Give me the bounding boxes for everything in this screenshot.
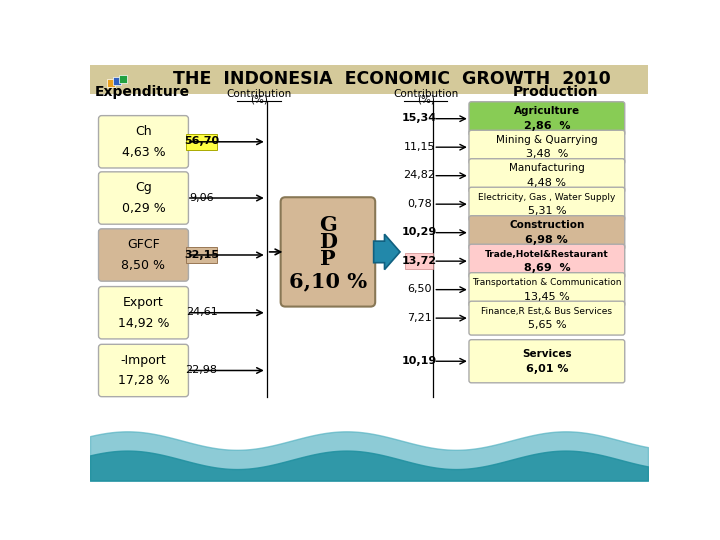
Text: 24,82: 24,82 — [403, 170, 436, 180]
FancyBboxPatch shape — [469, 340, 625, 383]
Text: Electricity, Gas , Water Supply: Electricity, Gas , Water Supply — [478, 193, 616, 202]
Text: 6,98 %: 6,98 % — [526, 235, 568, 245]
FancyBboxPatch shape — [469, 102, 625, 136]
Text: 9,06: 9,06 — [189, 193, 214, 202]
Text: 2,86  %: 2,86 % — [523, 121, 570, 131]
Text: 11,15: 11,15 — [404, 142, 435, 152]
FancyBboxPatch shape — [469, 301, 625, 335]
FancyBboxPatch shape — [99, 229, 189, 281]
FancyBboxPatch shape — [186, 134, 217, 150]
Text: 6,10 %: 6,10 % — [289, 271, 367, 291]
FancyBboxPatch shape — [107, 79, 114, 87]
Text: 24,61: 24,61 — [186, 307, 217, 318]
FancyBboxPatch shape — [99, 172, 189, 224]
Text: 7,21: 7,21 — [407, 313, 432, 323]
Text: Production: Production — [512, 85, 598, 99]
Text: 6,50: 6,50 — [407, 284, 431, 294]
Text: 10,29: 10,29 — [402, 227, 437, 237]
Text: Ch: Ch — [135, 125, 152, 138]
Text: 5,65 %: 5,65 % — [528, 320, 566, 330]
Text: (%): (%) — [250, 95, 268, 105]
Text: D: D — [319, 232, 337, 252]
FancyBboxPatch shape — [469, 130, 625, 164]
Text: 17,28 %: 17,28 % — [117, 374, 169, 387]
FancyBboxPatch shape — [469, 244, 625, 278]
Text: P: P — [320, 249, 336, 269]
FancyBboxPatch shape — [120, 75, 127, 83]
Text: 8,69  %: 8,69 % — [523, 264, 570, 273]
Text: 13,72: 13,72 — [402, 256, 437, 266]
Text: 0,29 %: 0,29 % — [122, 202, 166, 215]
FancyBboxPatch shape — [90, 65, 648, 94]
FancyBboxPatch shape — [469, 187, 625, 221]
FancyBboxPatch shape — [469, 215, 625, 249]
Text: Services: Services — [522, 349, 572, 359]
Text: 13,45 %: 13,45 % — [524, 292, 570, 302]
Text: 3,48  %: 3,48 % — [526, 150, 568, 159]
Text: Construction: Construction — [509, 220, 585, 231]
Text: 6,01 %: 6,01 % — [526, 363, 568, 374]
Text: 10,19: 10,19 — [402, 356, 437, 366]
FancyBboxPatch shape — [405, 253, 433, 269]
Text: Mining & Quarrying: Mining & Quarrying — [496, 135, 598, 145]
Text: Contribution: Contribution — [226, 90, 292, 99]
Text: -Import: -Import — [121, 354, 166, 367]
Text: 4,63 %: 4,63 % — [122, 146, 166, 159]
FancyBboxPatch shape — [99, 345, 189, 397]
Text: Agriculture: Agriculture — [514, 106, 580, 117]
FancyBboxPatch shape — [113, 77, 121, 85]
Text: GFCF: GFCF — [127, 238, 160, 251]
Text: 8,50 %: 8,50 % — [122, 259, 166, 272]
Text: Manufacturing: Manufacturing — [509, 164, 585, 173]
FancyBboxPatch shape — [186, 247, 217, 262]
FancyBboxPatch shape — [469, 273, 625, 307]
Text: (%): (%) — [417, 95, 434, 105]
FancyArrow shape — [374, 234, 400, 269]
Text: Export: Export — [123, 296, 164, 309]
Text: THE  INDONESIA  ECONOMIC  GROWTH  2010: THE INDONESIA ECONOMIC GROWTH 2010 — [174, 70, 611, 89]
Text: 5,31 %: 5,31 % — [528, 206, 566, 217]
Text: 14,92 %: 14,92 % — [118, 316, 169, 329]
Text: 0,78: 0,78 — [407, 199, 432, 209]
Text: 4,48 %: 4,48 % — [527, 178, 567, 188]
FancyBboxPatch shape — [99, 287, 189, 339]
Text: G: G — [319, 215, 337, 235]
Text: 56,70: 56,70 — [184, 137, 219, 146]
Text: Expenditure: Expenditure — [95, 85, 190, 99]
FancyBboxPatch shape — [469, 159, 625, 193]
Text: Transportation & Communication: Transportation & Communication — [472, 278, 621, 287]
Text: 32,15: 32,15 — [184, 249, 219, 260]
Text: 15,34: 15,34 — [402, 113, 437, 123]
Text: Cg: Cg — [135, 181, 152, 194]
FancyBboxPatch shape — [99, 116, 189, 168]
Text: Contribution: Contribution — [393, 90, 458, 99]
Text: 22,98: 22,98 — [186, 365, 217, 375]
FancyBboxPatch shape — [281, 197, 375, 307]
Text: Finance,R Est,& Bus Services: Finance,R Est,& Bus Services — [482, 307, 613, 316]
Text: Trade,Hotel&Restaurant: Trade,Hotel&Restaurant — [485, 250, 608, 259]
